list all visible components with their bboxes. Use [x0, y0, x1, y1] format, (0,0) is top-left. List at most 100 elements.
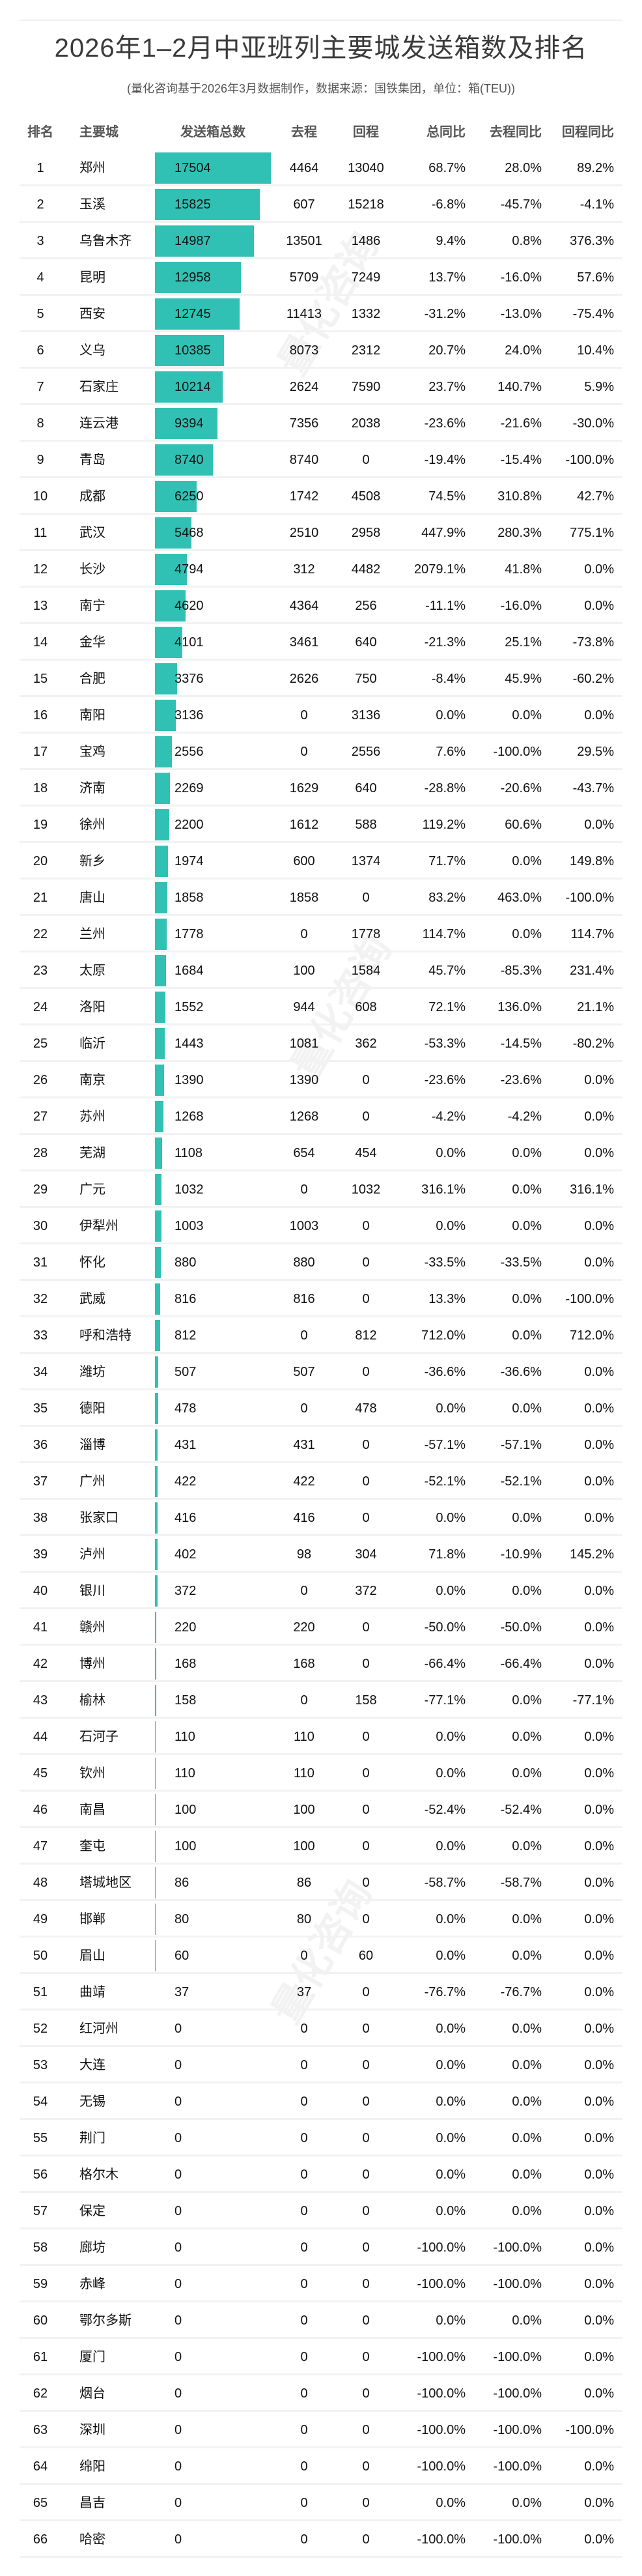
- total-cell: 0: [155, 2341, 271, 2373]
- total-yoy-cell: -23.6%: [424, 416, 466, 431]
- outbound-cell: 0: [300, 2277, 308, 2291]
- rank-cell: 58: [33, 2240, 48, 2255]
- outbound-cell: 1612: [289, 818, 319, 832]
- total-value: 0: [174, 2058, 182, 2072]
- total-bar: [155, 1831, 156, 1862]
- table-row: 39 泸州 402 98 304 71.8% -10.9% 145.2%: [20, 1536, 622, 1573]
- total-bar: [155, 298, 240, 330]
- table-row: 59 赤峰 0 0 0 -100.0% -100.0% 0.0%: [20, 2266, 622, 2302]
- table-row: 56 格尔木 0 0 0 0.0% 0.0% 0.0%: [20, 2156, 622, 2193]
- inbound-cell: 0: [362, 1912, 370, 1926]
- outbound-cell: 100: [293, 964, 315, 978]
- outbound-cell: 0: [300, 2022, 308, 2036]
- inbound-cell: 0: [362, 2313, 370, 2328]
- outbound-cell: 1003: [289, 1219, 319, 1233]
- total-yoy-cell: -52.1%: [424, 1474, 466, 1489]
- city-cell: 徐州: [79, 818, 105, 832]
- inbound-yoy-cell: -100.0%: [565, 2423, 615, 2437]
- outbound-yoy-cell: 0.0%: [512, 2131, 542, 2145]
- city-cell: 武汉: [79, 526, 105, 540]
- city-cell: 临沂: [79, 1037, 105, 1051]
- table-row: 61 厦门 0 0 0 -100.0% -100.0% 0.0%: [20, 2339, 622, 2375]
- total-value: 158: [174, 1693, 197, 1708]
- inbound-yoy-cell: 0.0%: [584, 1912, 614, 1926]
- outbound-yoy-cell: 0.0%: [512, 1730, 542, 1744]
- outbound-cell: 4464: [289, 161, 319, 175]
- total-bar: [155, 955, 166, 986]
- total-value: 4620: [174, 599, 204, 613]
- total-yoy-cell: -100.0%: [417, 2386, 466, 2401]
- total-bar: [155, 1283, 160, 1315]
- table-row: 48 塔城地区 86 86 0 -58.7% -58.7% 0.0%: [20, 1865, 622, 1901]
- outbound-cell: 2626: [289, 672, 319, 686]
- outbound-yoy-cell: 60.6%: [505, 818, 542, 832]
- rank-cell: 57: [33, 2204, 48, 2218]
- total-bar: [155, 627, 182, 658]
- inbound-yoy-cell: -30.0%: [572, 416, 614, 431]
- outbound-yoy-cell: 0.0%: [512, 1219, 542, 1233]
- inbound-yoy-cell: 0.0%: [584, 1474, 614, 1489]
- table-row: 30 伊犁州 1003 1003 0 0.0% 0.0% 0.0%: [20, 1208, 622, 1244]
- outbound-cell: 1858: [289, 891, 319, 905]
- total-cell: 0: [155, 2123, 271, 2154]
- table-row: 21 唐山 1858 1858 0 83.2% 463.0% -100.0%: [20, 880, 622, 916]
- outbound-cell: 8073: [289, 343, 319, 358]
- inbound-cell: 0: [362, 2277, 370, 2291]
- total-cell: 158: [155, 1685, 271, 1716]
- table-row: 66 哈密 0 0 0 -100.0% -100.0% 0.0%: [20, 2521, 622, 2558]
- total-value: 812: [174, 1328, 197, 1343]
- total-value: 431: [174, 1438, 197, 1452]
- city-cell: 郑州: [79, 161, 105, 175]
- total-value: 9394: [174, 416, 204, 431]
- rank-cell: 51: [33, 1985, 48, 1999]
- rank-cell: 21: [33, 891, 48, 905]
- inbound-cell: 0: [362, 1255, 370, 1270]
- outbound-cell: 0: [300, 927, 308, 941]
- outbound-cell: 0: [300, 2095, 308, 2109]
- inbound-yoy-cell: 0.0%: [584, 1438, 614, 1452]
- outbound-yoy-cell: -13.0%: [500, 307, 542, 321]
- outbound-cell: 98: [296, 1547, 312, 1562]
- rank-cell: 41: [33, 1620, 48, 1635]
- total-cell: 2269: [155, 773, 271, 804]
- inbound-cell: 0: [362, 1073, 370, 1087]
- outbound-cell: 0: [300, 1584, 308, 1598]
- total-yoy-cell: 23.7%: [428, 380, 466, 394]
- inbound-yoy-cell: 0.0%: [584, 2131, 614, 2145]
- rank-cell: 32: [33, 1292, 48, 1306]
- outbound-cell: 0: [300, 1328, 308, 1343]
- outbound-yoy-cell: 0.0%: [512, 1839, 542, 1853]
- inbound-yoy-cell: -75.4%: [572, 307, 614, 321]
- header-total-yoy: 总同比: [426, 125, 466, 139]
- total-bar: [155, 225, 254, 257]
- inbound-cell: 1584: [351, 964, 381, 978]
- inbound-cell: 1374: [351, 854, 381, 868]
- table-row: 17 宝鸡 2556 0 2556 7.6% -100.0% 29.5%: [20, 734, 622, 770]
- city-cell: 洛阳: [79, 1000, 105, 1014]
- inbound-yoy-cell: 712.0%: [570, 1328, 614, 1343]
- inbound-cell: 158: [355, 1693, 377, 1708]
- outbound-cell: 8740: [289, 453, 319, 467]
- city-cell: 赣州: [79, 1620, 105, 1635]
- inbound-cell: 4482: [351, 562, 381, 577]
- total-cell: 1390: [155, 1065, 271, 1096]
- total-value: 3376: [174, 672, 204, 686]
- outbound-yoy-cell: -76.7%: [500, 1985, 542, 1999]
- rank-cell: 23: [33, 964, 48, 978]
- total-value: 0: [174, 2459, 182, 2474]
- city-cell: 哈密: [79, 2532, 105, 2547]
- city-cell: 成都: [79, 489, 105, 504]
- table-row: 45 钦州 110 110 0 0.0% 0.0% 0.0%: [20, 1755, 622, 1792]
- outbound-cell: 0: [300, 1182, 308, 1197]
- outbound-yoy-cell: 0.0%: [512, 1912, 542, 1926]
- inbound-cell: 0: [362, 891, 370, 905]
- rank-cell: 43: [33, 1693, 48, 1708]
- rank-cell: 25: [33, 1037, 48, 1051]
- total-cell: 2200: [155, 809, 271, 840]
- total-value: 2269: [174, 781, 204, 795]
- total-cell: 110: [155, 1721, 271, 1753]
- city-cell: 兰州: [79, 927, 105, 941]
- total-bar: [155, 262, 241, 293]
- rank-cell: 33: [33, 1328, 48, 1343]
- inbound-yoy-cell: 0.0%: [584, 562, 614, 577]
